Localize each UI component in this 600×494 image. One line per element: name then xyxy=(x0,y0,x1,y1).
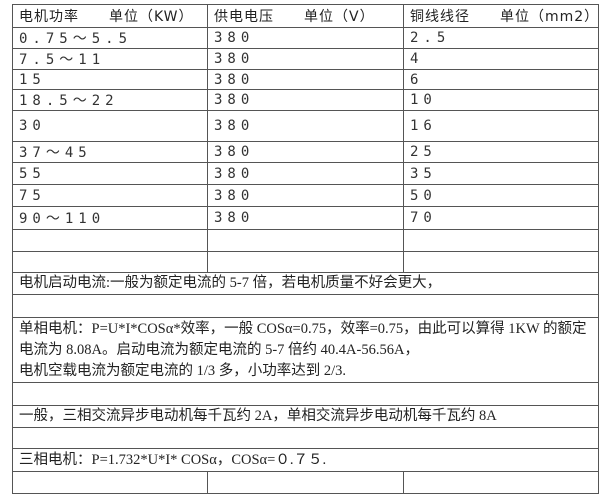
power-cell: 0.75～5.5 xyxy=(12,27,208,49)
wire-cell: 35 xyxy=(403,162,599,185)
note-row: 三相电机：P=1.732*U*I* COSα，COSα=０.７５. xyxy=(12,448,599,472)
header-wire: 铜线线径 单位（mm2） xyxy=(403,4,599,28)
empty-row xyxy=(12,427,599,449)
wire-cell: 10 xyxy=(403,89,599,111)
wire-cell: 25 xyxy=(403,141,599,163)
per-kw-note: 一般，三相交流异步电动机每千瓦约 2A，单相交流异步电动机每千瓦约 8A xyxy=(12,405,599,428)
power-cell: 15 xyxy=(12,69,208,90)
no-load-current: 电机空载电流为额定电流的 1/3 多，小功率达到 2/3. xyxy=(19,362,347,379)
empty-cell xyxy=(12,471,208,494)
voltage-cell: 380 xyxy=(207,89,404,111)
empty-cell xyxy=(403,471,599,494)
empty-cell xyxy=(12,382,599,406)
voltage-cell: 380 xyxy=(207,184,404,207)
voltage-cell: 380 xyxy=(207,206,404,230)
empty-row xyxy=(12,294,599,318)
table-row: 0.75～5.5 380 2.5 xyxy=(12,27,599,49)
power-cell: 90～110 xyxy=(12,206,208,230)
note-row: 电机启动电流:一般为额定电流的 5-7 倍，若电机质量不好会更大， xyxy=(12,272,599,295)
three-phase-note: 三相电机：P=1.732*U*I* COSα，COSα=０.７５. xyxy=(12,448,599,472)
table-row: 55 380 35 xyxy=(12,162,599,185)
voltage-cell: 380 xyxy=(207,162,404,185)
wire-cell: 6 xyxy=(403,69,599,90)
voltage-cell: 380 xyxy=(207,27,404,49)
table-row: 75 380 50 xyxy=(12,184,599,207)
header-power: 电机功率 单位（KW） xyxy=(12,4,208,28)
table-row: 7.5～11 380 4 xyxy=(12,48,599,70)
header-row: 电机功率 单位（KW） 供电电压 单位（V） 铜线线径 单位（mm2） xyxy=(12,4,599,28)
empty-cell xyxy=(12,251,208,273)
table-row: 18.5～22 380 10 xyxy=(12,89,599,111)
table-row: 30 380 16 xyxy=(12,110,599,142)
empty-cell xyxy=(12,427,599,449)
voltage-cell: 380 xyxy=(207,110,404,142)
power-cell: 75 xyxy=(12,184,208,207)
empty-row xyxy=(12,251,599,273)
table-row: 37～45 380 25 xyxy=(12,141,599,163)
empty-cell xyxy=(12,229,208,252)
empty-cell xyxy=(403,229,599,252)
wire-cell: 70 xyxy=(403,206,599,230)
table-row: 90～110 380 70 xyxy=(12,206,599,230)
wire-cell: 16 xyxy=(403,110,599,142)
table-row: 15 380 6 xyxy=(12,69,599,90)
wire-cell: 2.5 xyxy=(403,27,599,49)
voltage-cell: 380 xyxy=(207,48,404,70)
wire-cell: 4 xyxy=(403,48,599,70)
empty-cell xyxy=(207,229,404,252)
power-cell: 55 xyxy=(12,162,208,185)
power-cell: 37～45 xyxy=(12,141,208,163)
voltage-cell: 380 xyxy=(207,69,404,90)
wire-cell: 50 xyxy=(403,184,599,207)
empty-cell xyxy=(207,251,404,273)
power-cell: 30 xyxy=(12,110,208,142)
empty-cell xyxy=(12,294,599,318)
empty-row xyxy=(12,229,599,252)
starting-current-note: 电机启动电流:一般为额定电流的 5-7 倍，若电机质量不好会更大， xyxy=(12,272,599,295)
single-phase-note: 单相电机：P=U*I*COSα*效率，一般 COSα=0.75，效率=0.75，… xyxy=(12,317,599,383)
header-voltage: 供电电压 单位（V） xyxy=(207,4,404,28)
empty-cell xyxy=(403,251,599,273)
motor-cable-table: 电机功率 单位（KW） 供电电压 单位（V） 铜线线径 单位（mm2） 0.75… xyxy=(12,4,599,494)
voltage-cell: 380 xyxy=(207,141,404,163)
empty-row xyxy=(12,382,599,406)
single-phase-formula: 单相电机：P=U*I*COSα*效率，一般 COSα=0.75，效率=0.75，… xyxy=(19,320,587,358)
power-cell: 18.5～22 xyxy=(12,89,208,111)
empty-cell xyxy=(207,471,404,494)
empty-row xyxy=(12,471,599,494)
power-cell: 7.5～11 xyxy=(12,48,208,70)
note-row: 一般，三相交流异步电动机每千瓦约 2A，单相交流异步电动机每千瓦约 8A xyxy=(12,405,599,428)
note-row: 单相电机：P=U*I*COSα*效率，一般 COSα=0.75，效率=0.75，… xyxy=(12,317,599,383)
